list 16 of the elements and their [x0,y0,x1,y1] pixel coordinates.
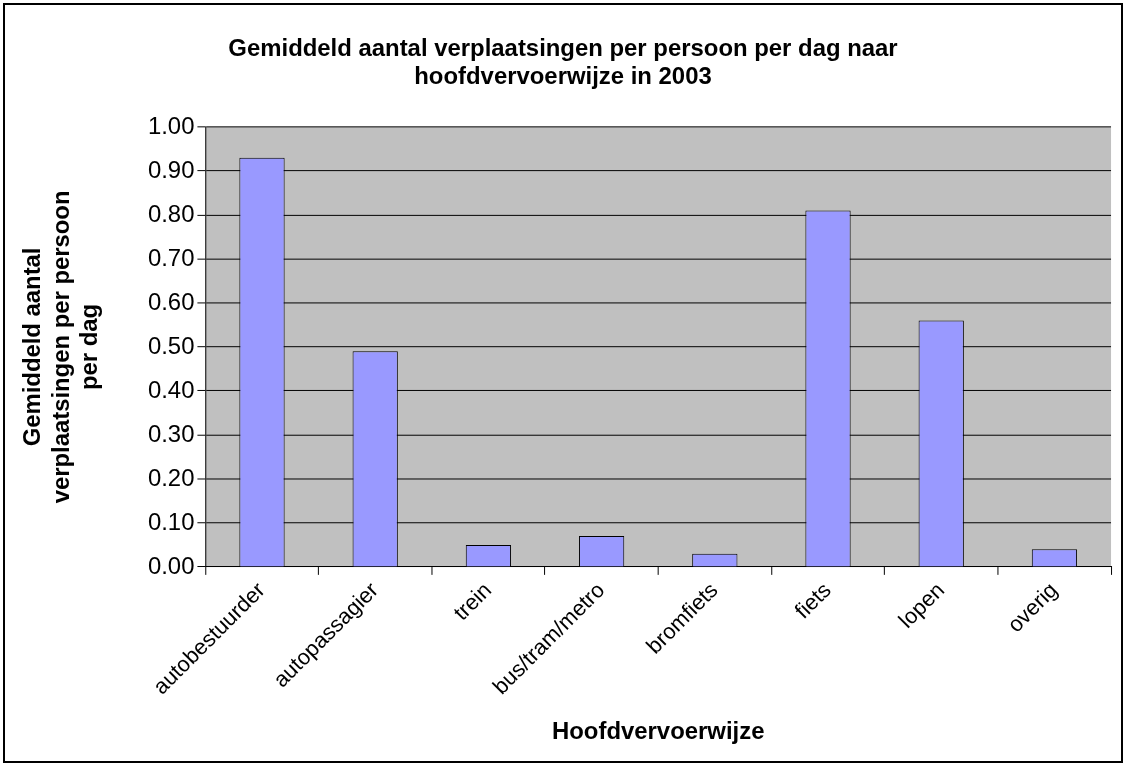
y-tick-label: 0.20 [147,463,195,491]
y-tick-label: 1.00 [147,111,195,139]
y-tick-label: 0.80 [147,199,195,227]
y-tick-label: 0.40 [147,375,195,403]
y-tick-label: 0.10 [147,507,195,535]
y-tick-label: 0.30 [147,419,195,447]
y-axis-title: Gemiddeld aantal verplaatsingen per persoon per dag [17,190,103,504]
y-tick-label: 0.70 [147,243,195,271]
chart-title: Gemiddeld aantal verplaatsingen per persoon per dag naar hoofdvervoerwijze in 2003 [228,33,898,90]
y-tick-label: 0.90 [147,155,195,183]
y-tick-label: 0.60 [147,287,195,315]
x-tick-label: fiets [789,577,836,624]
x-tick-label: trein [448,577,497,626]
x-axis-title: Hoofdvervoerwijze [551,717,765,745]
y-tick-label: 0.00 [147,551,195,579]
y-tick-label: 0.50 [147,331,195,359]
